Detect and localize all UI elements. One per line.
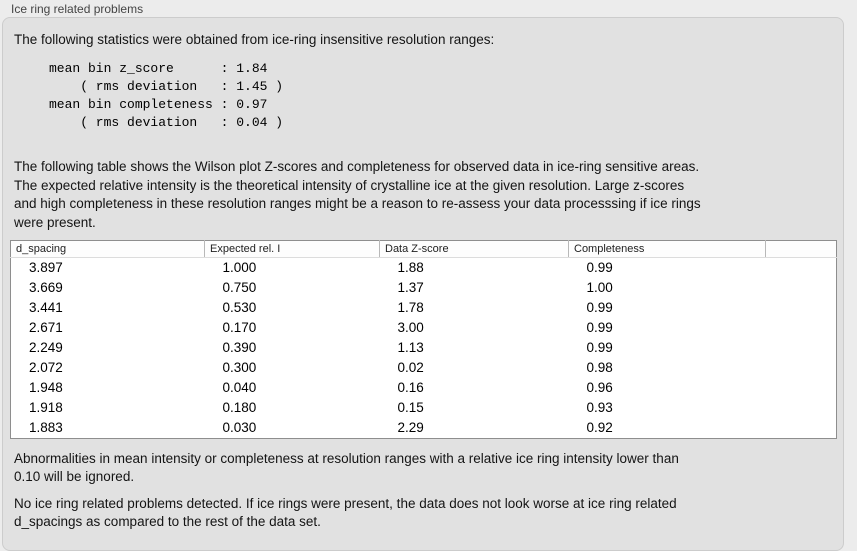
table-row[interactable]: 2.671 0.170 3.00 0.99 bbox=[11, 318, 837, 338]
table-cell: 0.99 bbox=[586, 340, 613, 355]
table-cell: 0.750 bbox=[222, 280, 257, 295]
table-cell: 1.13 bbox=[397, 340, 424, 355]
table-cell-spacer bbox=[766, 298, 837, 318]
column-header-expected-rel-i[interactable]: Expected rel. I bbox=[204, 240, 380, 258]
table-cell: 2.29 bbox=[397, 420, 424, 435]
table-cell: 3.897 bbox=[29, 260, 63, 275]
table-cell: 2.072 bbox=[29, 360, 63, 375]
table-row[interactable]: 3.897 1.000 1.88 0.99 bbox=[11, 258, 837, 279]
stats-block: mean bin z_score : 1.84 ( rms deviation … bbox=[49, 61, 284, 130]
table-cell: 0.030 bbox=[222, 420, 257, 435]
table-cell: 0.92 bbox=[586, 420, 613, 435]
table-cell: 0.040 bbox=[222, 380, 257, 395]
table-cell: 0.300 bbox=[222, 360, 257, 375]
table-cell-spacer bbox=[766, 278, 837, 298]
table-cell: 1.883 bbox=[29, 420, 63, 435]
table-cell: 2.249 bbox=[29, 340, 63, 355]
table-cell: 0.170 bbox=[222, 320, 257, 335]
table-cell: 0.99 bbox=[586, 300, 613, 315]
table-cell: 0.16 bbox=[397, 380, 424, 395]
table-cell: 0.96 bbox=[586, 380, 613, 395]
table-cell: 0.15 bbox=[397, 400, 424, 415]
ice-ring-panel: { "header": { "title": "Ice ring related… bbox=[2, 2, 844, 551]
table-cell: 1.88 bbox=[397, 260, 424, 275]
table-row[interactable]: 3.441 0.530 1.78 0.99 bbox=[11, 298, 837, 318]
table-cell-spacer bbox=[766, 358, 837, 378]
column-header-spacer bbox=[765, 240, 837, 258]
table-cell: 3.00 bbox=[397, 320, 424, 335]
table-cell-spacer bbox=[766, 378, 837, 398]
note-ignore-threshold: Abnormalities in mean intensity or compl… bbox=[14, 451, 679, 484]
table-cell: 0.98 bbox=[586, 360, 613, 375]
table-cell: 0.530 bbox=[222, 300, 257, 315]
intro-text: The following statistics were obtained f… bbox=[14, 32, 495, 47]
table-cell: 1.000 bbox=[222, 260, 257, 275]
table-cell: 1.78 bbox=[397, 300, 424, 315]
table-row[interactable]: 2.249 0.390 1.13 0.99 bbox=[11, 338, 837, 358]
table-cell-spacer bbox=[766, 418, 837, 439]
table-row[interactable]: 1.948 0.040 0.16 0.96 bbox=[11, 378, 837, 398]
table-cell-spacer bbox=[766, 258, 837, 279]
table-cell: 1.37 bbox=[397, 280, 424, 295]
table-cell: 0.99 bbox=[586, 320, 613, 335]
table-row[interactable]: 2.072 0.300 0.02 0.98 bbox=[11, 358, 837, 378]
table-cell-spacer bbox=[766, 318, 837, 338]
description-text: The following table shows the Wilson plo… bbox=[14, 159, 701, 230]
table-cell: 3.669 bbox=[29, 280, 63, 295]
table-body: 3.897 1.000 1.88 0.99 3.669 0.750 1.37 1.00 3.44… bbox=[11, 258, 837, 439]
table-cell-spacer bbox=[766, 398, 837, 418]
table-cell: 0.02 bbox=[397, 360, 424, 375]
table-cell: 0.180 bbox=[222, 400, 257, 415]
table-cell: 0.93 bbox=[586, 400, 613, 415]
column-header-d-spacing[interactable]: d_spacing bbox=[10, 240, 205, 258]
table-row[interactable]: 1.883 0.030 2.29 0.92 bbox=[11, 418, 837, 439]
ice-ring-groupbox: The following statistics were obtained f… bbox=[2, 17, 844, 551]
column-header-completeness[interactable]: Completeness bbox=[568, 240, 766, 258]
table-cell: 1.918 bbox=[29, 400, 63, 415]
table-cell: 3.441 bbox=[29, 300, 63, 315]
note-conclusion: No ice ring related problems detected. I… bbox=[14, 496, 677, 529]
table-cell: 0.390 bbox=[222, 340, 257, 355]
table-cell: 2.671 bbox=[29, 320, 63, 335]
table-cell-spacer bbox=[766, 338, 837, 358]
column-header-data-z-score[interactable]: Data Z-score bbox=[379, 240, 569, 258]
table-row[interactable]: 3.669 0.750 1.37 1.00 bbox=[11, 278, 837, 298]
panel-title: Ice ring related problems bbox=[11, 2, 144, 16]
table-row[interactable]: 1.918 0.180 0.15 0.93 bbox=[11, 398, 837, 418]
table-cell: 1.948 bbox=[29, 380, 63, 395]
table-cell: 1.00 bbox=[586, 280, 613, 295]
ice-ring-table: d_spacing Expected rel. I Data Z-score Comp… bbox=[10, 240, 837, 439]
table-header-row: d_spacing Expected rel. I Data Z-score Comp… bbox=[10, 240, 837, 258]
table-cell: 0.99 bbox=[586, 260, 613, 275]
